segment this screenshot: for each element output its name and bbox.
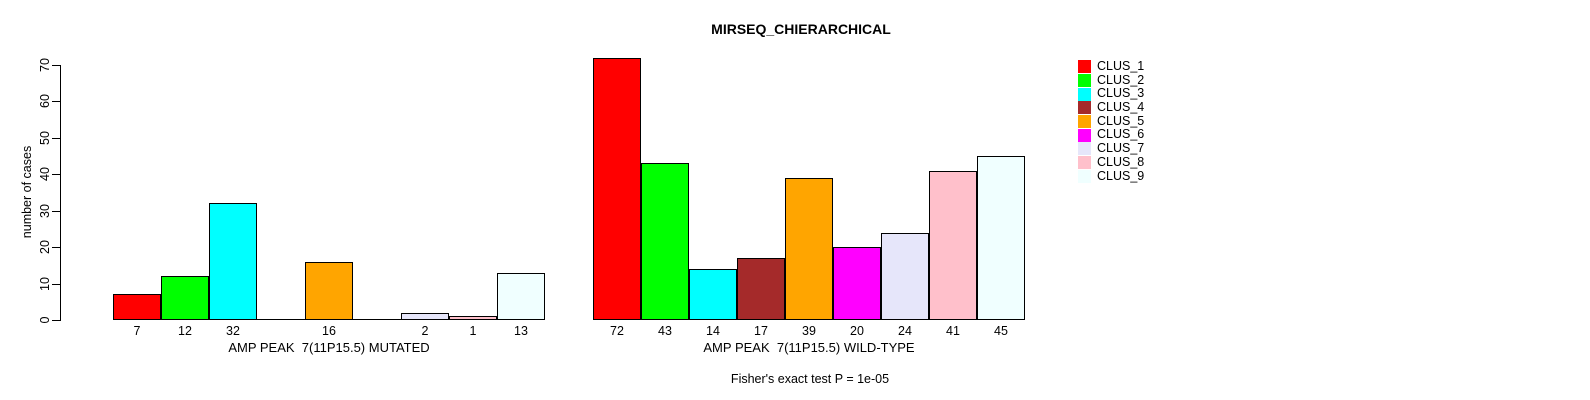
legend-label: CLUS_7 [1097, 141, 1145, 156]
legend-swatch [1078, 101, 1091, 115]
fisher-test-annotation: Fisher's exact test P = 1e-05 [730, 372, 890, 386]
bar-clus_2 [161, 276, 209, 320]
x-axis-label: AMP PEAK 7(11P15.5) MUTATED [228, 340, 430, 355]
zero-bar-line [353, 319, 401, 320]
bar-clus_7 [401, 313, 449, 320]
bar-value-label: 16 [322, 324, 336, 338]
bar-clus_8 [449, 316, 497, 320]
y-tick-label: 30 [38, 204, 52, 218]
legend-item: CLUS_3 [1078, 87, 1144, 101]
legend-swatch [1078, 169, 1091, 183]
legend-swatch [1078, 142, 1091, 156]
legend-swatch [1078, 60, 1091, 74]
legend-item: CLUS_6 [1078, 128, 1144, 142]
legend-item: CLUS_8 [1078, 154, 1145, 170]
y-axis-line [60, 65, 61, 321]
y-tick-label: 60 [38, 94, 52, 108]
bar-clus_3 [689, 269, 737, 320]
bar-clus_1 [593, 58, 641, 320]
y-axis-tick [52, 284, 60, 285]
y-axis-tick [52, 247, 60, 248]
y-tick-label: 40 [38, 167, 52, 181]
bar-clus_4 [737, 258, 785, 320]
legend-label: CLUS_8 [1097, 154, 1145, 169]
legend-item: CLUS_1 [1078, 59, 1145, 74]
bar-value-label: 20 [850, 324, 864, 338]
legend-label: CLUS_1 [1097, 59, 1145, 73]
bar-clus_8 [929, 171, 977, 320]
y-tick-label: 70 [38, 58, 52, 72]
bar-clus_5 [305, 262, 353, 320]
bar-value-label: 13 [514, 324, 528, 338]
bar-value-label: 41 [946, 324, 960, 338]
legend-swatch [1078, 156, 1091, 170]
legend-swatch [1078, 128, 1091, 142]
legend-label: CLUS_9 [1097, 168, 1145, 183]
bar-value-label: 17 [754, 324, 768, 338]
y-axis-tick [52, 174, 60, 175]
legend-label: CLUS_3 [1097, 86, 1145, 101]
bar-value-label: 39 [802, 324, 816, 338]
bar-value-label: 14 [706, 324, 720, 338]
legend-item: CLUS_7 [1078, 141, 1145, 156]
legend-swatch [1078, 115, 1091, 129]
y-axis-tick [52, 65, 60, 66]
bar-clus_9 [497, 273, 545, 320]
y-axis-tick [52, 138, 60, 139]
bar-clus_1 [113, 294, 161, 320]
legend-label: CLUS_4 [1097, 100, 1145, 115]
bar-value-label: 43 [658, 324, 672, 338]
legend-item: CLUS_5 [1078, 113, 1145, 129]
bar-clus_7 [881, 233, 929, 320]
y-tick-label: 0 [38, 316, 52, 324]
bar-value-label: 45 [994, 324, 1008, 338]
legend: CLUS_1 CLUS_2 CLUS_3 CLUS_4 CLUS_5 CLUS_6 CLUS… [1078, 59, 1145, 184]
bar-value-label: 12 [178, 324, 192, 338]
legend-swatch [1078, 87, 1091, 101]
zero-bar-line [257, 319, 305, 320]
y-tick-label: 50 [38, 131, 52, 145]
legend-item: CLUS_9 [1078, 168, 1145, 184]
legend-swatch [1078, 74, 1091, 88]
x-axis-label: AMP PEAK 7(11P15.5) WILD-TYPE [703, 340, 915, 355]
legend-item: CLUS_2 [1078, 72, 1145, 88]
bar-value-label: 7 [133, 324, 141, 338]
bar-clus_3 [209, 203, 257, 320]
bar-value-label: 72 [610, 324, 624, 338]
y-axis-tick [52, 320, 60, 321]
bar-clus_9 [977, 156, 1025, 320]
bar-clus_5 [785, 178, 833, 320]
legend-label: CLUS_5 [1097, 113, 1145, 128]
y-tick-label: 20 [38, 240, 52, 254]
bar-value-label: 1 [469, 324, 477, 338]
legend-label: CLUS_2 [1097, 72, 1145, 87]
chart-title: MIRSEQ_CHIERARCHICAL [711, 21, 891, 37]
bar-clus_2 [641, 163, 689, 320]
bar-value-label: 24 [898, 324, 912, 338]
legend-label: CLUS_6 [1097, 127, 1145, 142]
y-axis-tick [52, 211, 60, 212]
y-axis-tick [52, 101, 60, 102]
bar-value-label: 32 [226, 324, 240, 338]
bar-clus_6 [833, 247, 881, 320]
y-tick-label: 10 [38, 277, 52, 291]
bar-value-label: 2 [421, 324, 429, 338]
legend-item: CLUS_4 [1078, 100, 1145, 115]
